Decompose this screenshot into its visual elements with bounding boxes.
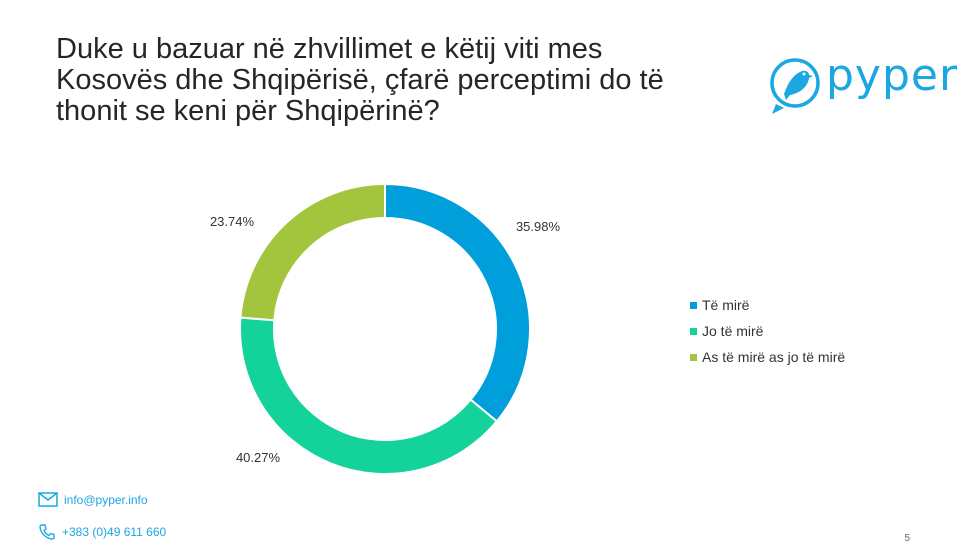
logo-text: pyper: [826, 50, 959, 101]
phone-icon: [38, 523, 56, 541]
data-label: 40.27%: [236, 450, 281, 465]
legend-swatch: [690, 327, 697, 335]
title-line-1: Duke u bazuar në zhvillimet e këtij viti…: [56, 33, 603, 65]
page-number: 5: [904, 533, 910, 544]
legend-label: Të mirë: [702, 297, 750, 313]
donut-slice: [384, 182, 531, 423]
chart-legend: Të mirë Jo të mirë As të mirë as jo të m…: [690, 292, 845, 370]
legend-swatch: [690, 301, 697, 309]
legend-label: As të mirë as jo të mirë: [702, 349, 846, 365]
legend-swatch: [690, 353, 697, 361]
envelope-icon: [38, 492, 58, 507]
bird-logo-icon: [770, 58, 820, 114]
footer-email[interactable]: info@pyper.info: [38, 492, 148, 507]
title-line-3: thonit se keni për Shqipërinë?: [56, 95, 440, 127]
title-line-2: Kosovës dhe Shqipërisë, çfarë perceptimi…: [56, 64, 664, 96]
email-text[interactable]: info@pyper.info: [64, 492, 148, 507]
legend-item: As të mirë as jo të mirë: [690, 344, 845, 370]
donut-slice: [239, 316, 499, 475]
donut-slice: [239, 182, 386, 322]
phone-text[interactable]: +383 (0)49 611 660: [62, 525, 167, 539]
pyper-logo: pyper: [768, 50, 959, 122]
legend-label: Jo të mirë: [702, 323, 764, 339]
footer-phone[interactable]: +383 (0)49 611 660: [38, 523, 166, 541]
legend-item: Të mirë: [690, 292, 845, 318]
data-label: 23.74%: [210, 214, 255, 229]
legend-item: Jo të mirë: [690, 318, 845, 344]
slide-title: Duke u bazuar në zhvillimet e këtij viti…: [56, 34, 756, 127]
data-label: 35.98%: [516, 219, 561, 234]
